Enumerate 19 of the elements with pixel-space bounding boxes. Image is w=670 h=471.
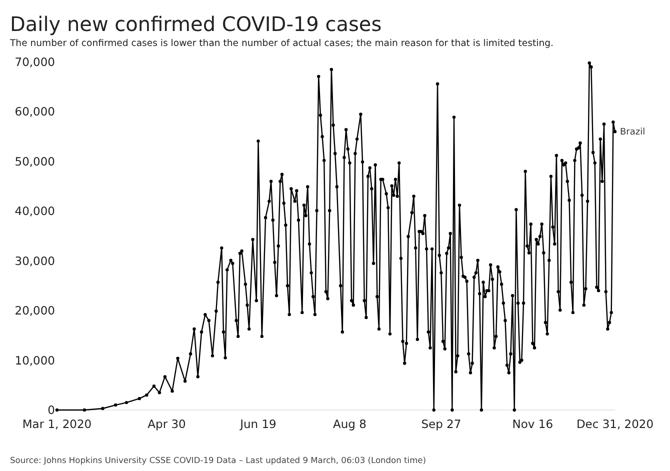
y-tick-label: 60,000 — [14, 104, 55, 119]
x-tick-label: Nov 16 — [512, 417, 554, 431]
x-tick-label: Dec 31, 2020 — [576, 417, 654, 431]
x-tick-label: Mar 1, 2020 — [22, 417, 92, 431]
y-tick-label: 0 — [48, 403, 55, 417]
y-tick-label: 30,000 — [14, 254, 55, 268]
y-tick-label: 70,000 — [14, 55, 55, 69]
chart-title: Daily new confirmed COVID-19 cases — [10, 12, 382, 36]
y-tick-label: 20,000 — [14, 304, 55, 318]
x-tick-label: Aug 8 — [333, 417, 366, 431]
chart-subtitle: The number of confirmed cases is lower than the number of actual cases; the main reason for that is limited testing. — [9, 38, 554, 49]
y-tick-label: 40,000 — [14, 204, 55, 218]
x-tick-label: Jun 19 — [239, 417, 276, 431]
y-tick-label: 50,000 — [14, 154, 55, 168]
x-tick-label: Apr 30 — [148, 417, 186, 431]
y-tick-label: 10,000 — [14, 353, 55, 368]
source-note: Source: Johns Hopkins University CSSE COVID-19 Data – Last updated 9 March, 06:03 (London time) — [10, 455, 426, 465]
series-label: Brazil — [620, 128, 646, 138]
x-tick-label: Sep 27 — [421, 417, 462, 431]
